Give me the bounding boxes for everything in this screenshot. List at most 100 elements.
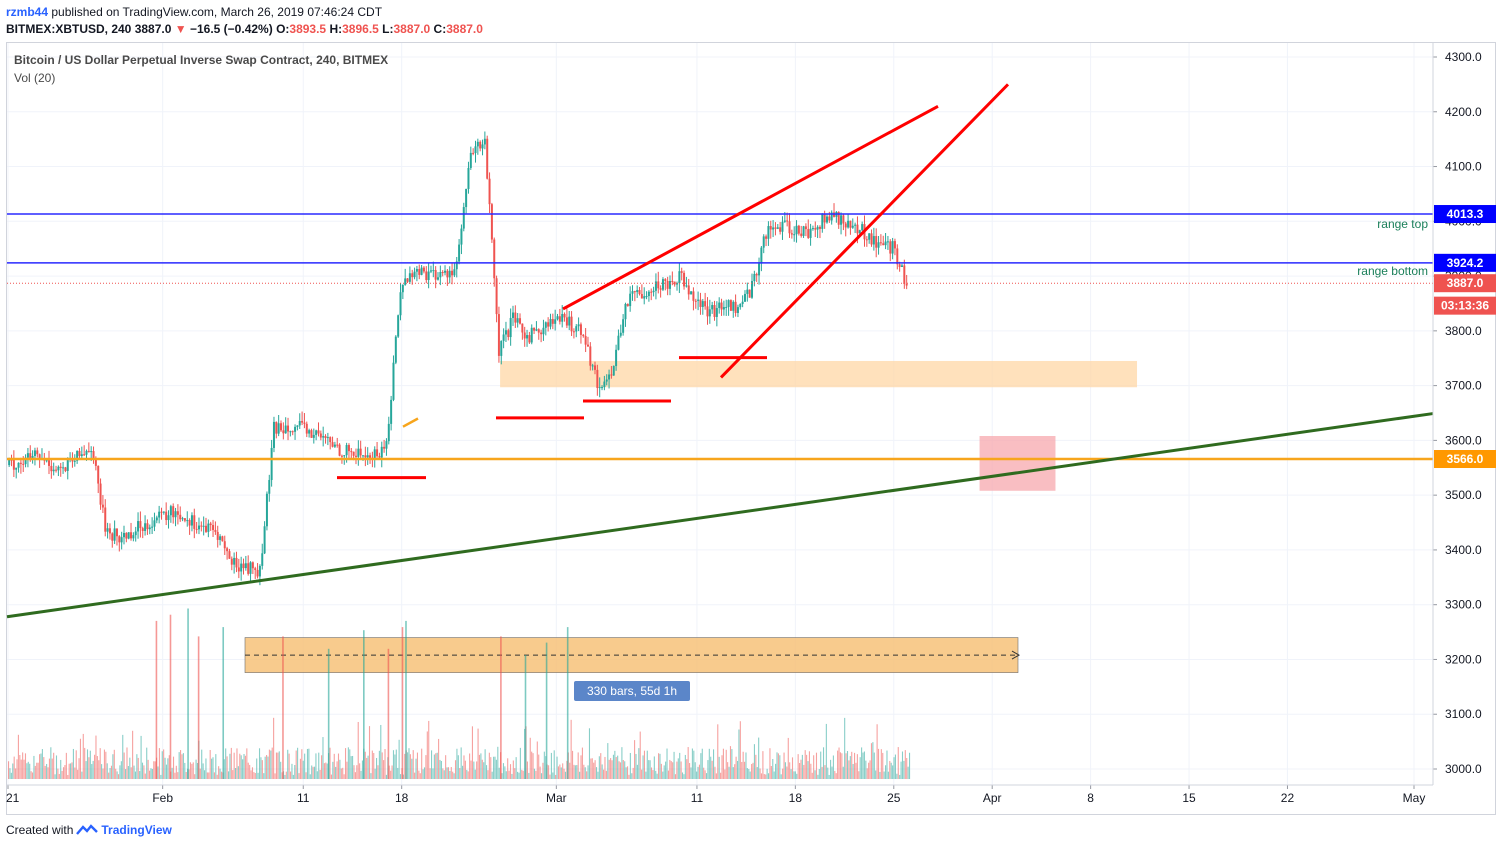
last-price: 3887.0 <box>134 22 172 36</box>
volume-bar <box>381 752 383 779</box>
candle-body <box>825 216 828 223</box>
candle-body <box>36 450 39 455</box>
price-label-box <box>1434 253 1496 272</box>
volume-bar <box>428 720 430 779</box>
volume-bar <box>903 760 905 779</box>
chart-drawings-front: range top range bottom 330 bars, 55d 1h <box>6 83 1434 701</box>
volume-bar <box>629 752 631 779</box>
candle-body <box>331 442 334 447</box>
volume-bar <box>187 608 189 779</box>
candle-body <box>868 233 871 240</box>
candle-body <box>343 455 346 457</box>
tradingview-brand-link[interactable]: TradingView <box>101 823 172 837</box>
candle-body <box>212 525 215 530</box>
candle-body <box>526 335 529 339</box>
volume-bar <box>528 772 530 779</box>
volume-bar <box>108 772 110 779</box>
volume-bar <box>835 773 837 779</box>
volume-bar <box>635 753 637 779</box>
volume-bar <box>29 763 31 779</box>
candle-body <box>59 466 62 468</box>
candle-body <box>441 272 444 274</box>
candle-body <box>765 236 768 239</box>
candle-body <box>840 215 843 225</box>
volume-bar <box>167 758 169 779</box>
volume-bar <box>353 765 355 779</box>
volume-bar <box>604 756 606 779</box>
candle-body <box>722 307 725 310</box>
volume-bar <box>39 754 41 779</box>
volume-bar <box>729 746 732 779</box>
x-tick-label: 21 <box>6 791 20 805</box>
candle-body <box>847 220 850 228</box>
candle-body <box>85 450 88 455</box>
candle-body <box>727 300 730 307</box>
volume-bar <box>92 760 94 779</box>
volume-bar <box>562 763 564 779</box>
candle-body <box>870 233 873 245</box>
y-tick-label: 4100.0 <box>1445 160 1482 174</box>
candle-body <box>781 221 784 232</box>
candle-body <box>507 330 510 338</box>
volume-bar <box>233 752 235 779</box>
volume-bar <box>315 753 317 779</box>
candle-body <box>315 430 318 435</box>
volume-bar <box>120 761 122 779</box>
chart-legend-title[interactable]: Bitcoin / US Dollar Perpetual Inverse Sw… <box>14 53 389 67</box>
candle-body <box>697 299 700 301</box>
volume-bar <box>61 770 63 779</box>
volume-bar <box>548 765 550 779</box>
volume-bar <box>426 731 428 779</box>
chart-frame[interactable] <box>6 42 1496 815</box>
candle-body <box>793 234 796 236</box>
candle-body <box>652 290 655 293</box>
candle-body <box>886 241 889 243</box>
volume-bar <box>882 752 884 779</box>
range-top-label: range top <box>1377 217 1428 231</box>
volume-bar <box>188 769 190 779</box>
candle-body <box>277 423 280 434</box>
volume-bar <box>838 747 840 779</box>
volume-bar <box>622 760 624 779</box>
volume-bar <box>628 774 630 779</box>
volume-bar <box>690 767 692 779</box>
volume-bar <box>270 750 272 779</box>
volume-bar <box>442 768 444 779</box>
volume-legend[interactable]: Vol (20) <box>14 71 56 85</box>
candle-body <box>228 551 231 559</box>
candle-body <box>45 460 48 462</box>
volume-bar <box>431 750 433 779</box>
volume-bar <box>86 749 89 779</box>
volume-bar <box>557 766 559 779</box>
candle-body <box>640 294 643 299</box>
candle-body <box>275 421 278 434</box>
volume-bar <box>868 762 870 779</box>
volume-bar <box>344 748 347 779</box>
candle-body <box>704 301 707 307</box>
volume-bar <box>875 770 877 779</box>
volume-bar <box>512 760 514 779</box>
volume-bar <box>689 763 691 779</box>
volume-bar <box>447 767 450 779</box>
price-labels: 4013.3 3924.2 3887.0 03:13:36 3566.0 <box>1434 205 1496 469</box>
volume-bar <box>789 762 791 779</box>
author-link[interactable]: rzmb44 <box>6 5 49 19</box>
down-arrow-icon: ▼ <box>174 22 187 36</box>
volume-bar <box>157 766 159 779</box>
volume-bar <box>322 737 324 779</box>
volume-bar <box>436 752 438 779</box>
candle-body <box>582 334 585 337</box>
volume-bar <box>656 773 658 779</box>
candle-body <box>263 526 266 554</box>
volume-bar <box>312 766 314 779</box>
candle-body <box>741 301 744 304</box>
volume-bar <box>899 774 901 779</box>
volume-bar <box>480 753 482 779</box>
volume-bar <box>332 761 334 779</box>
volume-bar <box>845 753 847 779</box>
candle-body <box>317 430 320 434</box>
volume-bar <box>497 746 499 779</box>
volume-bar <box>305 772 307 779</box>
volume-bar <box>707 760 709 779</box>
